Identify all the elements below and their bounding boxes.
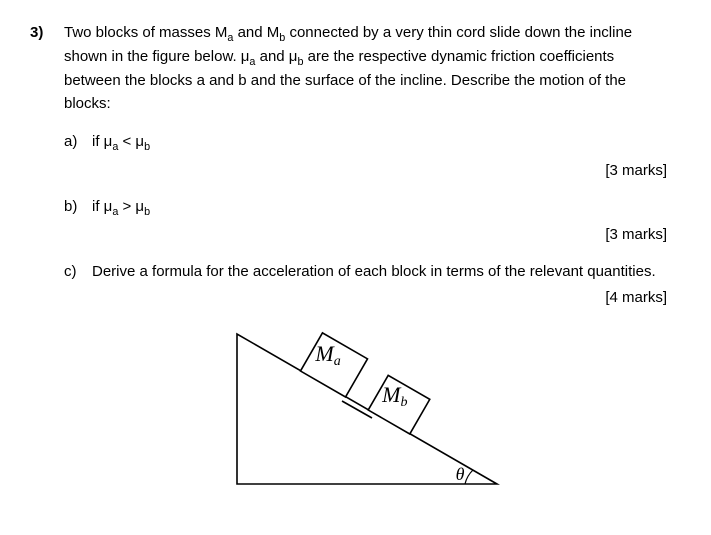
part-c-marks: [4 marks] xyxy=(64,287,669,310)
page-root: 3) Two blocks of masses Ma and Mb connec… xyxy=(0,0,711,494)
part-b-marks: [3 marks] xyxy=(64,224,669,247)
stem-text-3: connected by a very thin cord slide down… xyxy=(285,24,632,41)
part-a-mid: < μ xyxy=(118,133,144,150)
question-body: Two blocks of masses Ma and Mb connected… xyxy=(64,22,669,494)
part-a-letter: a) xyxy=(64,131,92,154)
stem-text-4: shown in the figure below. μ xyxy=(64,48,249,65)
incline-figure: θMaMb xyxy=(64,324,669,494)
stem-text-1: Two blocks of masses M xyxy=(64,24,227,41)
part-b-sub2: b xyxy=(144,206,150,218)
part-c-text: Derive a formula for the acceleration of… xyxy=(92,261,669,284)
part-a-marks: [3 marks] xyxy=(64,160,669,183)
question-number: 3) xyxy=(30,22,64,45)
part-b-text: if μa > μb xyxy=(92,196,669,220)
question-stem: Two blocks of masses Ma and Mb connected… xyxy=(64,22,669,115)
figure-svg: θMaMb xyxy=(217,324,517,494)
stem-text-2: and M xyxy=(233,24,279,41)
part-c-letter: c) xyxy=(64,261,92,284)
part-b-row: b) if μa > μb xyxy=(64,196,669,220)
question-row: 3) Two blocks of masses Ma and Mb connec… xyxy=(30,22,669,494)
part-c-row: c) Derive a formula for the acceleration… xyxy=(64,261,669,284)
stem-text-6: are the respective dynamic friction coef… xyxy=(303,48,614,65)
stem-text-7: between the blocks a and b and the surfa… xyxy=(64,72,626,89)
stem-text-8: blocks: xyxy=(64,95,111,112)
part-a-text: if μa < μb xyxy=(92,131,669,155)
stem-text-5: and μ xyxy=(255,48,297,65)
svg-text:θ: θ xyxy=(455,464,464,484)
part-b-prefix: if μ xyxy=(92,198,112,215)
part-a-prefix: if μ xyxy=(92,133,112,150)
part-a-row: a) if μa < μb xyxy=(64,131,669,155)
part-b-letter: b) xyxy=(64,196,92,219)
part-a-sub2: b xyxy=(144,141,150,153)
part-b-mid: > μ xyxy=(118,198,144,215)
